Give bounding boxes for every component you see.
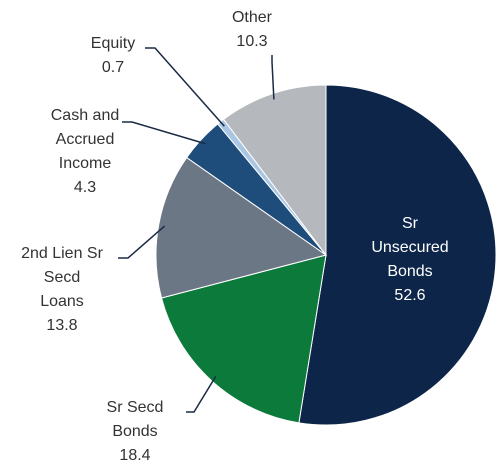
slice-label: Sr Unsecured Bonds [371, 215, 448, 280]
pie-slice [160, 254, 327, 424]
slice-value: 13.8 [46, 317, 77, 334]
slice-value: 52.6 [394, 287, 425, 304]
pie-slice [298, 84, 497, 426]
slice-value: 0.7 [102, 59, 124, 76]
slice-label: 2nd Lien Sr Secd Loans [21, 245, 104, 310]
pie-slice [222, 84, 327, 257]
slice-label: Cash and Accrued Income [51, 107, 120, 172]
slice-value: 18.4 [119, 447, 150, 464]
slice-value: 10.3 [236, 33, 267, 50]
leader-line [271, 55, 275, 100]
slice-label: Sr Secd Bonds [107, 399, 164, 440]
leader-line [122, 121, 206, 145]
pie-slice [155, 156, 328, 299]
slice-value: 4.3 [74, 179, 96, 196]
leader-line [145, 47, 225, 127]
slice-label: Equity [91, 35, 135, 52]
slice-label: Other [232, 9, 273, 26]
leader-line [186, 375, 217, 413]
leader-line [118, 225, 166, 259]
